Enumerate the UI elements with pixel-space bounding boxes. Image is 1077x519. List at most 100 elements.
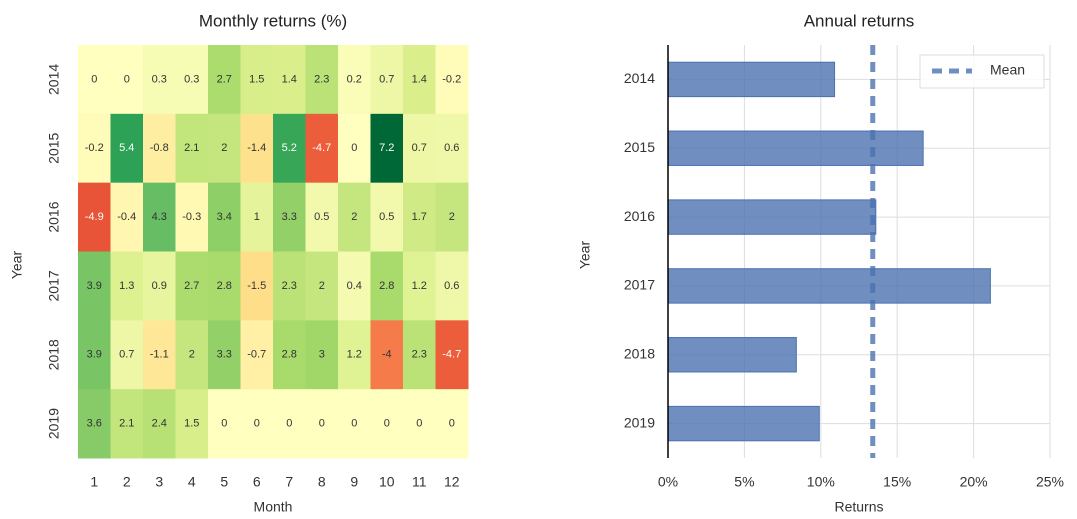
heat-cell [240,251,274,321]
y-tick-label: 2017 [624,277,655,293]
legend-label: Mean [990,62,1025,78]
heat-cell [175,389,209,459]
cell-label: 0.9 [152,280,167,292]
heat-cell [435,113,469,184]
heat-cell [435,251,469,321]
heat-cell [110,389,144,459]
cell-label: 0 [384,417,390,429]
heat-cell [305,45,339,115]
chart-title: Annual returns [804,11,915,30]
bar [667,337,797,373]
heat-cell [305,182,339,252]
cell-label: -0.3 [182,211,201,223]
x-tick-label: 25% [1036,474,1064,490]
cell-label: 3.3 [282,211,297,223]
cell-label: 0.3 [184,73,199,85]
cell-label: 5.2 [282,142,297,154]
cell-label: 2 [449,211,455,223]
heat-cell [273,113,306,184]
cell-label: 3.9 [87,349,102,361]
heat-cell [338,113,371,184]
cell-label: 2.1 [184,142,199,154]
heat-cell [208,320,241,390]
heat-cell [305,389,339,459]
heat-cell [273,45,306,115]
cell-label: -4.7 [442,349,461,361]
cell-label: 3.4 [217,211,232,223]
heat-cell [370,113,404,184]
x-tick-label: 15% [883,474,911,490]
bar [667,61,836,98]
heat-cell [78,320,111,390]
heat-cell [175,182,209,252]
cell-label: 0 [254,417,260,429]
heat-cell [110,251,144,321]
heat-cell [338,182,371,252]
cell-label: 0.7 [412,142,427,154]
cell-label: 2.3 [282,280,297,292]
heat-cell [208,182,241,252]
cell-label: 3.6 [87,417,102,429]
chart-title: Monthly returns (%) [199,11,347,30]
cell-label: 0 [449,417,455,429]
cell-label: 3 [319,349,325,361]
bar [667,405,820,442]
cell-label: 2.1 [119,417,134,429]
heat-cell [110,113,144,184]
cell-label: -4.9 [85,211,104,223]
x-axis-label: Month [254,499,293,515]
heat-cell [435,182,469,252]
x-tick-label: 9 [350,474,358,490]
bar [667,268,991,304]
cell-label: -0.7 [247,349,266,361]
heat-cell [240,320,274,390]
heat-cell [435,389,469,459]
heat-cell [273,251,306,321]
cell-label: -1.4 [247,142,266,154]
cell-label: 0.6 [444,142,459,154]
heat-cell [143,320,176,390]
y-tick-label: 2019 [624,414,655,430]
cell-label: 0 [286,417,292,429]
x-tick-label: 11 [412,474,427,490]
x-tick-label: 4 [188,474,196,490]
y-tick-label: 2014 [46,64,62,95]
y-axis-label: Year [577,241,593,270]
cell-label: 3.9 [87,280,102,292]
bar [667,130,924,166]
y-tick-label: 2018 [624,345,655,361]
heat-cell [175,113,209,184]
heat-cell [435,45,469,115]
cell-label: 2.8 [282,349,297,361]
x-tick-label: 12 [444,474,460,490]
y-tick-label: 2017 [46,270,62,301]
y-axis-label: Year [9,251,25,280]
heat-cell [78,182,111,252]
heat-cell [273,320,306,390]
cell-label: 2.8 [379,280,394,292]
heat-cell [403,45,436,115]
x-tick-label: 2 [123,474,131,490]
cell-label: 0 [319,417,325,429]
cell-label: 0.2 [347,73,362,85]
heat-cell [143,182,176,252]
heat-cell [338,251,371,321]
cell-label: 0.6 [444,280,459,292]
cell-label: 2 [351,211,357,223]
heat-cell [78,251,111,321]
y-tick-label: 2015 [46,132,62,163]
heat-cell [78,113,111,184]
heat-cell [240,389,274,459]
cell-label: 0.4 [347,280,362,292]
heat-cell [338,320,371,390]
cell-label: 1.3 [119,280,134,292]
cell-label: -1.1 [150,349,169,361]
y-tick-label: 2016 [46,201,62,232]
heat-cell [435,320,469,390]
cell-label: -4.7 [312,142,331,154]
heat-cell [175,251,209,321]
y-tick-label: 2019 [46,408,62,439]
heat-cell [338,45,371,115]
cell-label: 0.3 [152,73,167,85]
